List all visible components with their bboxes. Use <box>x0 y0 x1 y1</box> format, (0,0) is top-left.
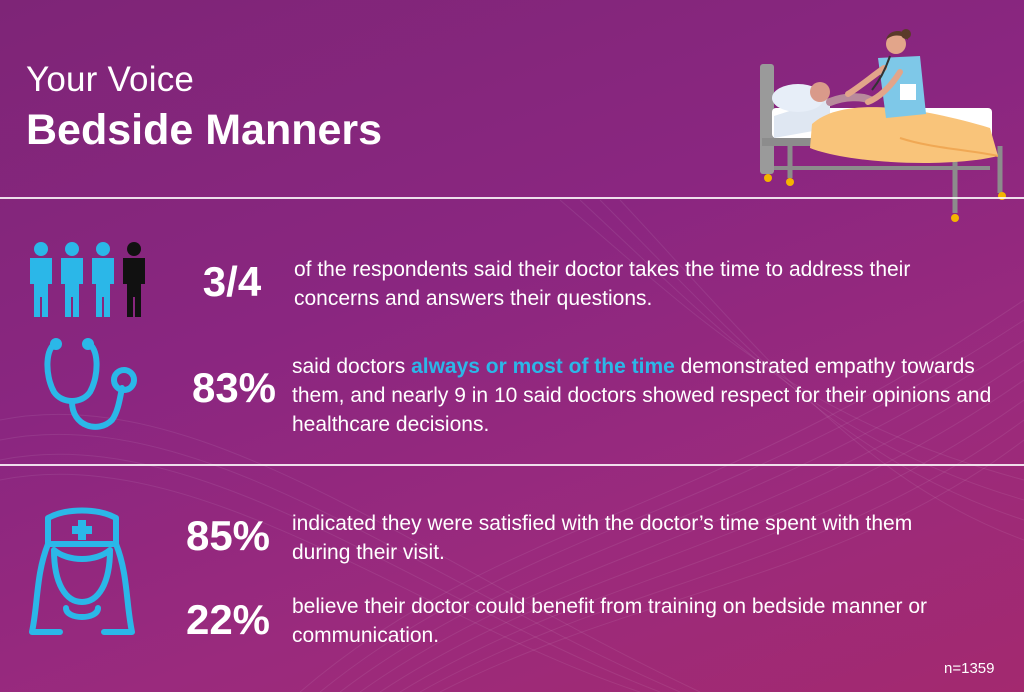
sample-size-note: n=1359 <box>944 660 995 677</box>
stat-value-1: 3/4 <box>202 258 262 305</box>
nurse-patient-bed-illustration <box>760 29 1006 222</box>
header-divider <box>0 197 1024 199</box>
stat-text-2: said doctors always or most of the time … <box>292 352 992 439</box>
stat-text-2-before: said doctors <box>292 355 412 378</box>
stat-value-4: 22% <box>185 596 271 643</box>
page-subtitle: Your Voice <box>26 60 195 99</box>
nurse-icon <box>29 507 135 635</box>
stat-value-2: 83% <box>191 364 277 411</box>
people-icon <box>30 242 145 317</box>
stat-text-3: indicated they were satisfied with the d… <box>292 512 913 564</box>
stethoscope-icon <box>44 338 137 430</box>
page-title: Bedside Manners <box>26 106 383 154</box>
section-divider <box>0 464 1024 466</box>
stat-value-3: 85% <box>185 512 271 559</box>
stat-text-1: of the respondents said their doctor tak… <box>294 258 911 310</box>
stat-text-2-highlight: always or most of the time <box>411 355 675 378</box>
stat-text-2-after: demonstrated empathy towards them, and n… <box>292 355 992 436</box>
stat-text-4: believe their doctor could benefit from … <box>292 595 928 647</box>
